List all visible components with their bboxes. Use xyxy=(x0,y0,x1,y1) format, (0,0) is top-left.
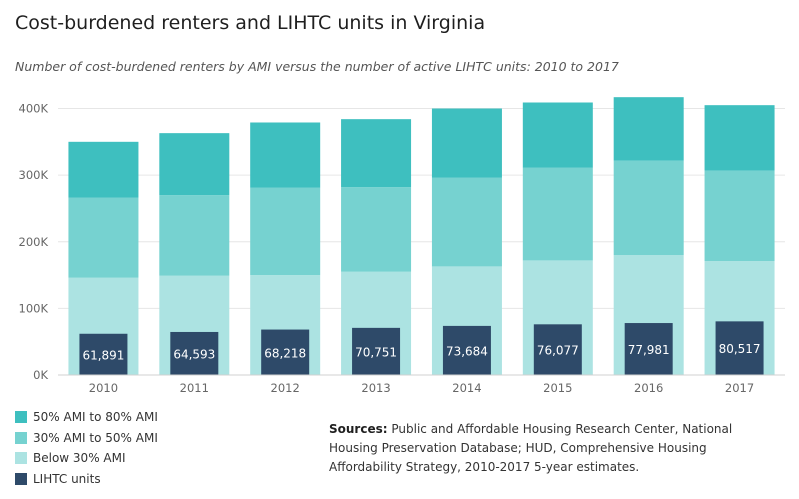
lihtc-bar xyxy=(624,323,673,375)
x-tick-label: 2015 xyxy=(543,381,572,395)
lihtc-bar xyxy=(442,325,491,375)
lihtc-bar xyxy=(352,327,401,375)
bar-segment xyxy=(68,141,139,198)
bar-segment xyxy=(159,133,230,196)
sources-label: Sources: xyxy=(329,422,388,436)
lihtc-data-label: 73,684 xyxy=(446,344,488,358)
bar-segment xyxy=(613,160,684,256)
chart-subtitle: Number of cost-burdened renters by AMI v… xyxy=(15,59,619,74)
x-tick-label: 2010 xyxy=(89,381,118,395)
lihtc-bar xyxy=(715,321,764,375)
bar-segment xyxy=(522,167,593,261)
legend: 50% AMI to 80% AMI 30% AMI to 50% AMI Be… xyxy=(15,407,158,489)
x-tick-label: 2013 xyxy=(361,381,390,395)
chart-title: Cost-burdened renters and LIHTC units in… xyxy=(15,12,486,34)
legend-swatch xyxy=(15,472,27,485)
legend-label: 50% AMI to 80% AMI xyxy=(33,410,158,425)
y-tick-label: 200K xyxy=(19,235,49,249)
y-tick-label: 300K xyxy=(19,168,49,182)
lihtc-bar xyxy=(79,333,128,375)
lihtc-bar xyxy=(170,331,219,375)
legend-label: 30% AMI to 50% AMI xyxy=(33,430,158,445)
bar-segment xyxy=(431,177,502,267)
bar-segment xyxy=(704,105,775,171)
legend-item-50-80-ami: 50% AMI to 80% AMI xyxy=(15,407,158,428)
bar-segment xyxy=(522,102,593,168)
bar-segment xyxy=(341,187,412,272)
legend-item-30-50-ami: 30% AMI to 50% AMI xyxy=(15,428,158,449)
bar-segment xyxy=(250,122,321,188)
lihtc-data-label: 61,891 xyxy=(82,348,124,362)
lihtc-data-label: 80,517 xyxy=(719,342,761,356)
x-tick-label: 2014 xyxy=(452,381,481,395)
y-tick-label: 0K xyxy=(33,368,48,382)
x-tick-label: 2011 xyxy=(180,381,209,395)
legend-swatch xyxy=(15,411,27,424)
legend-swatch xyxy=(15,431,27,444)
y-tick-label: 100K xyxy=(19,301,49,315)
lihtc-data-label: 76,077 xyxy=(537,344,579,358)
bar-segment xyxy=(68,197,139,278)
legend-label: Below 30% AMI xyxy=(33,451,126,466)
lihtc-data-label: 70,751 xyxy=(355,345,397,359)
legend-label: LIHTC units xyxy=(33,471,101,486)
legend-swatch xyxy=(15,452,27,465)
bar-segment xyxy=(341,119,412,188)
x-tick-label: 2016 xyxy=(634,381,663,395)
sources-note: Sources: Public and Affordable Housing R… xyxy=(329,420,779,477)
bar-segment xyxy=(704,170,775,262)
legend-item-lihtc-units: LIHTC units xyxy=(15,469,158,490)
legend-item-below-30-ami: Below 30% AMI xyxy=(15,448,158,469)
bar-chart: 0K 100K 200K 300K 400K 61,891 2010 64,593 2011 68… xyxy=(19,97,785,395)
bar-segment xyxy=(250,187,321,276)
bar-segment xyxy=(613,97,684,161)
lihtc-bar xyxy=(261,329,310,375)
x-tick-label: 2017 xyxy=(725,381,754,395)
y-tick-label: 400K xyxy=(19,102,49,116)
lihtc-bar xyxy=(533,324,582,375)
x-tick-label: 2012 xyxy=(271,381,300,395)
bar-segment xyxy=(159,195,230,276)
lihtc-data-label: 64,593 xyxy=(173,347,215,361)
sources-text: Public and Affordable Housing Research C… xyxy=(329,422,733,474)
lihtc-data-label: 77,981 xyxy=(628,343,670,357)
lihtc-data-label: 68,218 xyxy=(264,346,306,360)
bar-segment xyxy=(431,108,502,178)
